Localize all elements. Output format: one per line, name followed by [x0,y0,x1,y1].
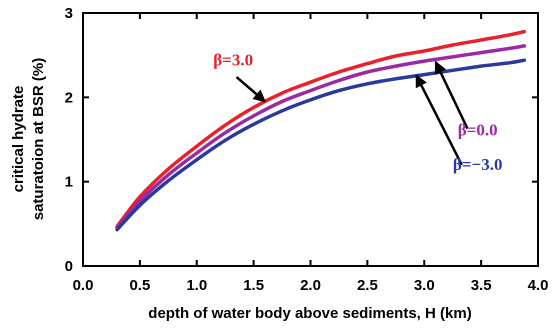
annotation-label-3: β=−3.0 [453,155,503,174]
x-tick-label: 1.5 [243,277,264,294]
series-line-1 [115,29,527,229]
x-tick-label: 0.0 [73,277,94,294]
x-axis-label: depth of water body above sediments, H (… [148,305,471,322]
plot-frame [82,12,539,267]
ticks-layer: 0.0 0.5 1.0 1.5 2.0 2.5 3.0 3.5 4.0 0 1 2 3 [65,5,549,294]
y-tick-label: 1 [65,174,73,191]
x-tick-label: 2.5 [357,277,378,294]
annotation-arrow-2 [434,60,469,130]
x-tick-label: 4.0 [528,277,549,294]
y-tick-label: 2 [65,89,73,106]
x-tick-label: 2.0 [300,277,321,294]
x-tick-label: 3.0 [414,277,435,294]
series-line-3 [115,58,527,232]
annotation-label-1: β=3.0 [213,50,253,69]
series-line-2 [115,44,527,230]
x-tick-label: 0.5 [129,277,150,294]
y-axis-label-line-1: critical hydrate [10,86,27,193]
y-tick-label: 3 [65,5,73,22]
series-layer [115,29,527,232]
x-tick-label: 1.0 [186,277,207,294]
annotation-arrow-1 [235,76,266,103]
annotation-label-2: β=0.0 [458,120,498,139]
y-axis-label-line-2: saturatoion at BSR (%) [30,58,47,221]
y-tick-label: 0 [65,258,73,275]
annotation-layer: β=3.0 β=0.0 β=−3.0 [213,50,502,174]
annotation-arrow-3 [415,74,463,166]
x-tick-label: 3.5 [471,277,492,294]
